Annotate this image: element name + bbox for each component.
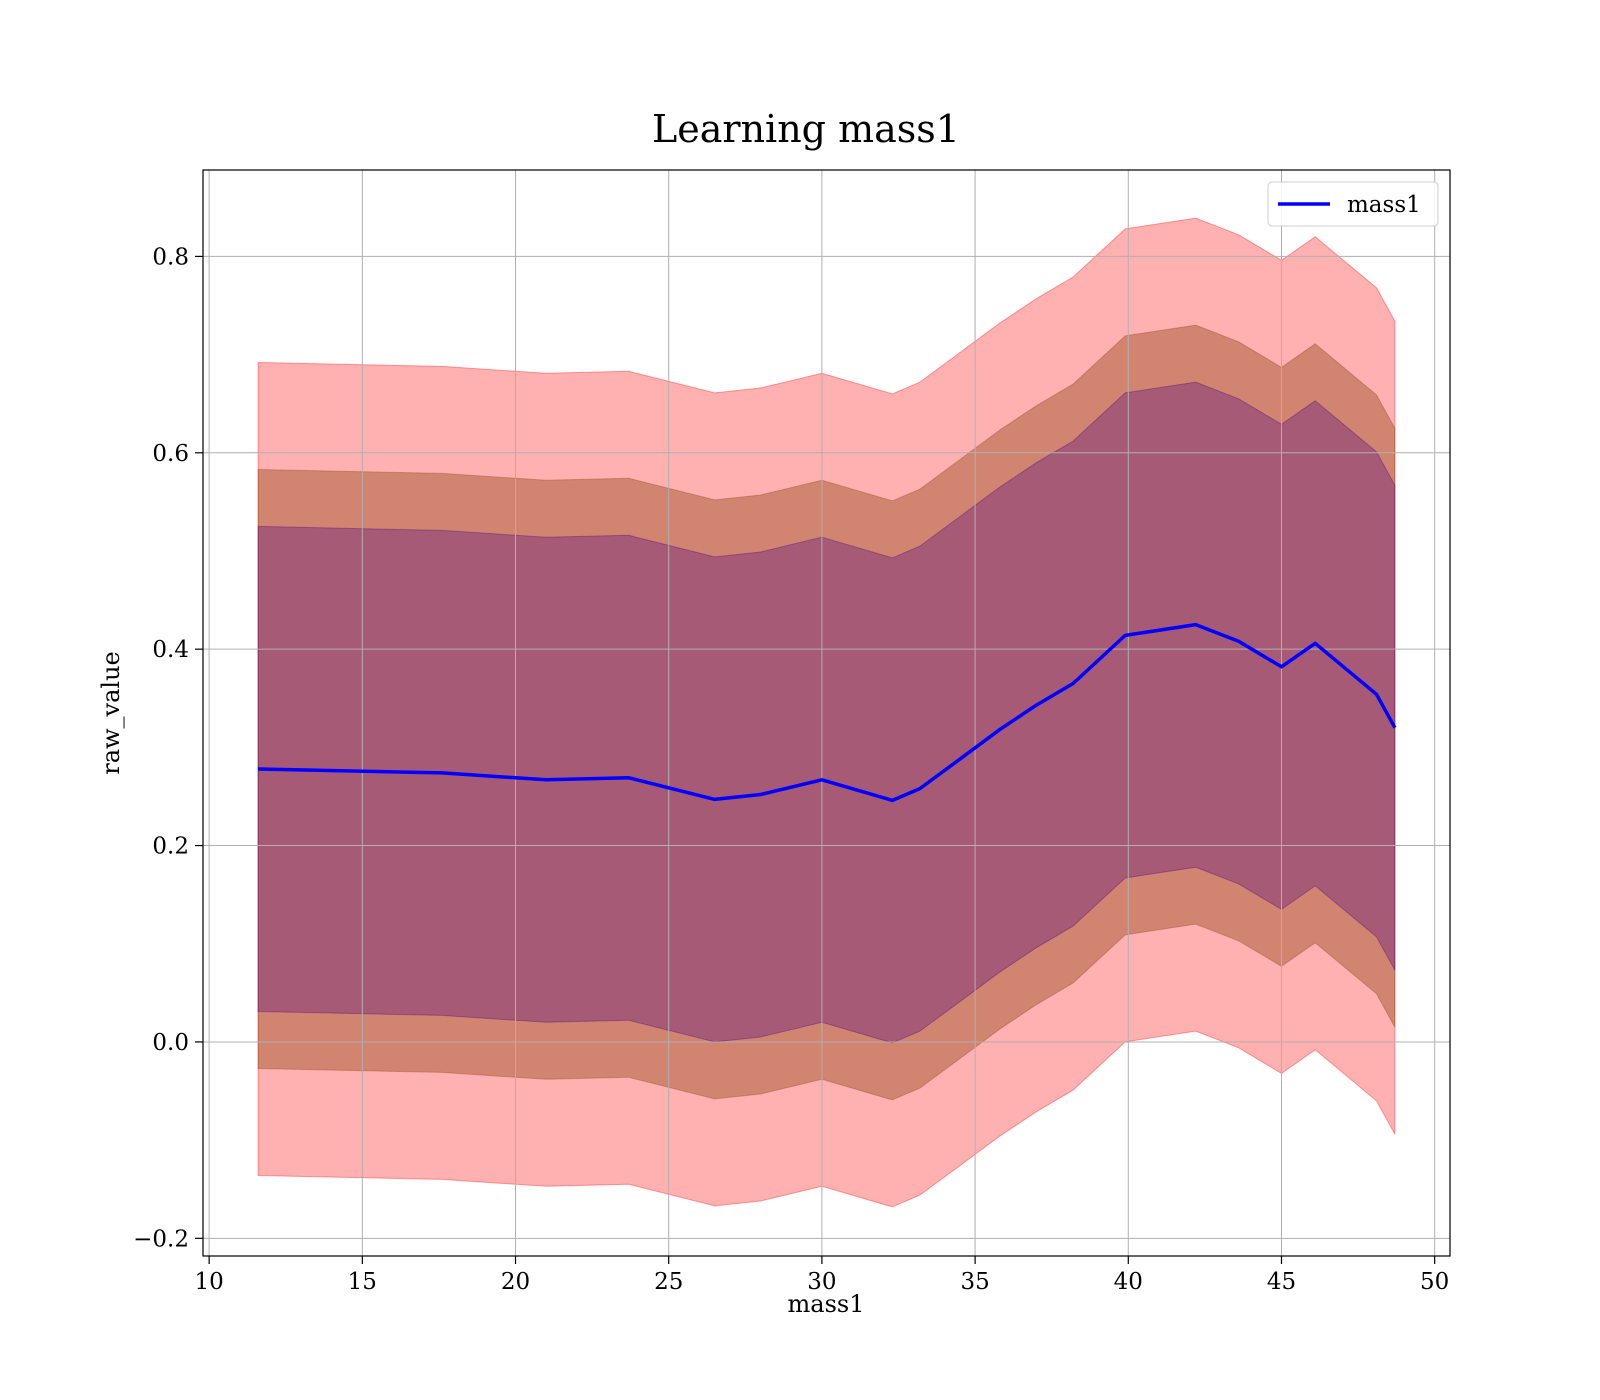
chart-title: Learning mass1 [652, 107, 960, 151]
uncertainty-bands [257, 217, 1396, 1208]
y-tick-label: 0.4 [152, 637, 189, 663]
x-tick-label: 50 [1420, 1269, 1449, 1295]
x-tick-label: 15 [348, 1269, 377, 1295]
x-tick-label: 30 [807, 1269, 836, 1295]
legend-label-mass1: mass1 [1347, 192, 1421, 218]
x-tick-label: 25 [654, 1269, 683, 1295]
band-inner [257, 381, 1396, 1044]
x-axis-label: mass1 [788, 1290, 865, 1318]
y-tick-label: −0.2 [133, 1226, 189, 1252]
y-axis-label: raw_value [97, 651, 125, 775]
legend-box [1267, 181, 1439, 227]
grid-lines [203, 170, 1450, 1256]
legend: mass1 [1267, 181, 1439, 227]
series-line-mass1 [258, 622, 1397, 803]
y-axis-ticks: −0.2 0.0 0.2 0.4 0.6 0.8 [133, 244, 203, 1252]
plot-frame [202, 169, 1451, 1257]
x-tick-label: 45 [1267, 1269, 1296, 1295]
band-outer [257, 217, 1396, 1208]
y-tick-label: 0.0 [152, 1030, 189, 1056]
y-tick-label: 0.2 [152, 834, 189, 860]
x-tick-label: 35 [960, 1269, 989, 1295]
x-tick-label: 10 [194, 1269, 223, 1295]
x-tick-label: 40 [1114, 1269, 1143, 1295]
x-axis-ticks: 10 15 20 25 30 35 40 45 50 [194, 1256, 1449, 1295]
band-middle [257, 324, 1396, 1101]
x-tick-label: 20 [501, 1269, 530, 1295]
series-lines [258, 622, 1397, 803]
y-tick-label: 0.6 [152, 441, 189, 467]
y-tick-label: 0.8 [152, 244, 189, 270]
